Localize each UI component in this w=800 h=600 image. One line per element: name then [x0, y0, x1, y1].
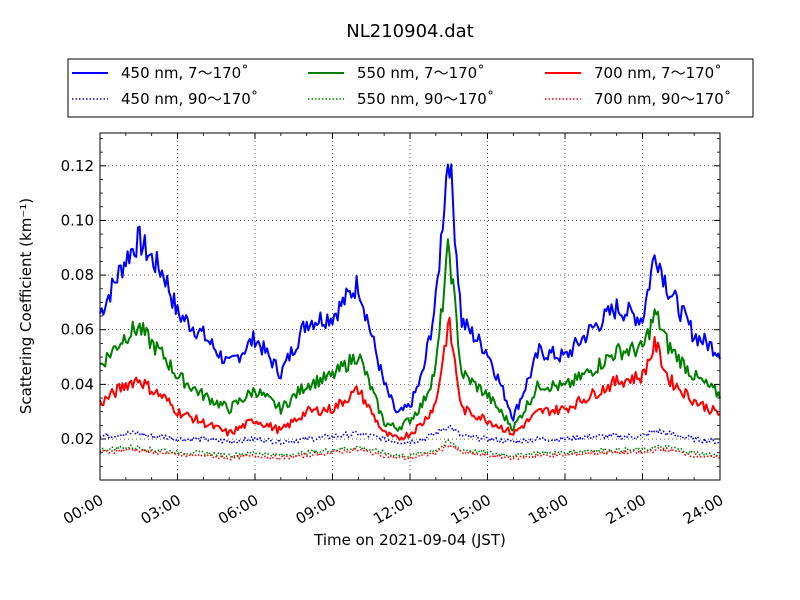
y-tick-label: 0.06: [61, 321, 94, 339]
y-tick-label: 0.08: [61, 266, 94, 284]
x-axis-label: Time on 2021-09-04 (JST): [313, 531, 506, 549]
x-tick-label: 21:00: [603, 491, 649, 528]
legend-label-4: 700 nm, 7～170˚: [594, 64, 722, 82]
x-tick-label: 00:00: [60, 491, 106, 528]
series-line-0: [99, 163, 721, 422]
legend: 450 nm, 7～170˚ 450 nm, 90～170˚ 550 nm, 7～1…: [67, 58, 754, 118]
series-line-3: [99, 439, 721, 458]
legend-label-1: 450 nm, 90～170˚: [121, 90, 258, 108]
y-tick-label: 0.04: [61, 375, 94, 393]
series-layer: [99, 163, 721, 461]
y-axis-label: Scattering Coefficient (km⁻¹): [17, 198, 35, 414]
y-tick-labels: 0.02 0.04 0.06 0.08 0.10 0.12: [61, 157, 94, 448]
x-tick-labels: 00:00 03:00 06:00 09:00 12:00 15:00 18:00 21:00…: [60, 491, 726, 528]
legend-label-3: 550 nm, 90～170˚: [357, 90, 494, 108]
legend-label-2: 550 nm, 7～170˚: [357, 64, 485, 82]
x-tick-label: 12:00: [370, 491, 416, 528]
series-line-4: [99, 316, 721, 441]
x-tick-label: 24:00: [680, 491, 726, 528]
plot-area: [99, 132, 721, 481]
x-tick-label: 15:00: [448, 491, 494, 528]
series-line-1: [99, 424, 721, 446]
x-tick-label: 06:00: [215, 491, 261, 528]
x-tick-label: 03:00: [138, 491, 184, 528]
legend-label-5: 700 nm, 90～170˚: [594, 90, 731, 108]
y-tick-label: 0.02: [61, 430, 94, 448]
chart-title: NL210904.dat: [346, 21, 473, 42]
y-tick-label: 0.10: [61, 211, 94, 229]
grid: [100, 133, 720, 480]
ticks: [99, 133, 721, 480]
y-tick-label: 0.12: [61, 157, 94, 175]
series-line-2: [99, 238, 721, 432]
x-tick-label: 09:00: [293, 491, 339, 528]
x-tick-label: 18:00: [525, 491, 571, 528]
legend-frame: [67, 58, 754, 118]
legend-label-0: 450 nm, 7～170˚: [121, 64, 249, 82]
